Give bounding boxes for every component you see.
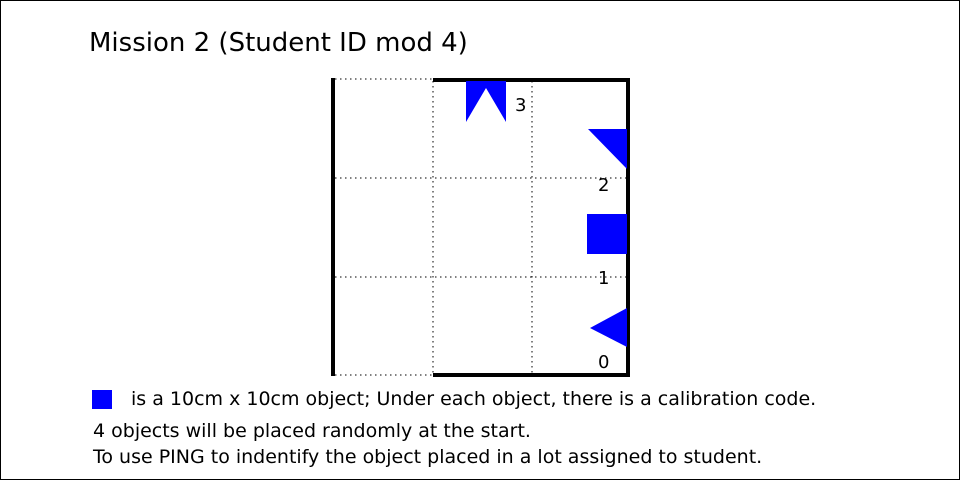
walls	[331, 78, 630, 377]
right-walls	[433, 78, 630, 377]
legend-object-swatch	[92, 390, 112, 409]
grid-lines	[335, 78, 629, 376]
lot-3-label: 3	[515, 95, 526, 116]
lot-3-object	[466, 81, 506, 122]
lot-2-label: 2	[598, 175, 609, 196]
lot-2-object	[588, 129, 627, 169]
legend-text: is a 10cm x 10cm object; Under each obje…	[131, 388, 817, 410]
mission-title: Mission 2 (Student ID mod 4)	[89, 28, 468, 58]
lot-1-object	[587, 214, 627, 254]
objects	[466, 81, 627, 347]
lot-1-label: 1	[598, 268, 609, 289]
note-ping-instruction: To use PING to indentify the object plac…	[93, 446, 763, 468]
note-random-placement: 4 objects will be placed randomly at the…	[93, 420, 531, 442]
lot-0-label: 0	[598, 352, 609, 373]
lot-0-object	[590, 308, 627, 347]
